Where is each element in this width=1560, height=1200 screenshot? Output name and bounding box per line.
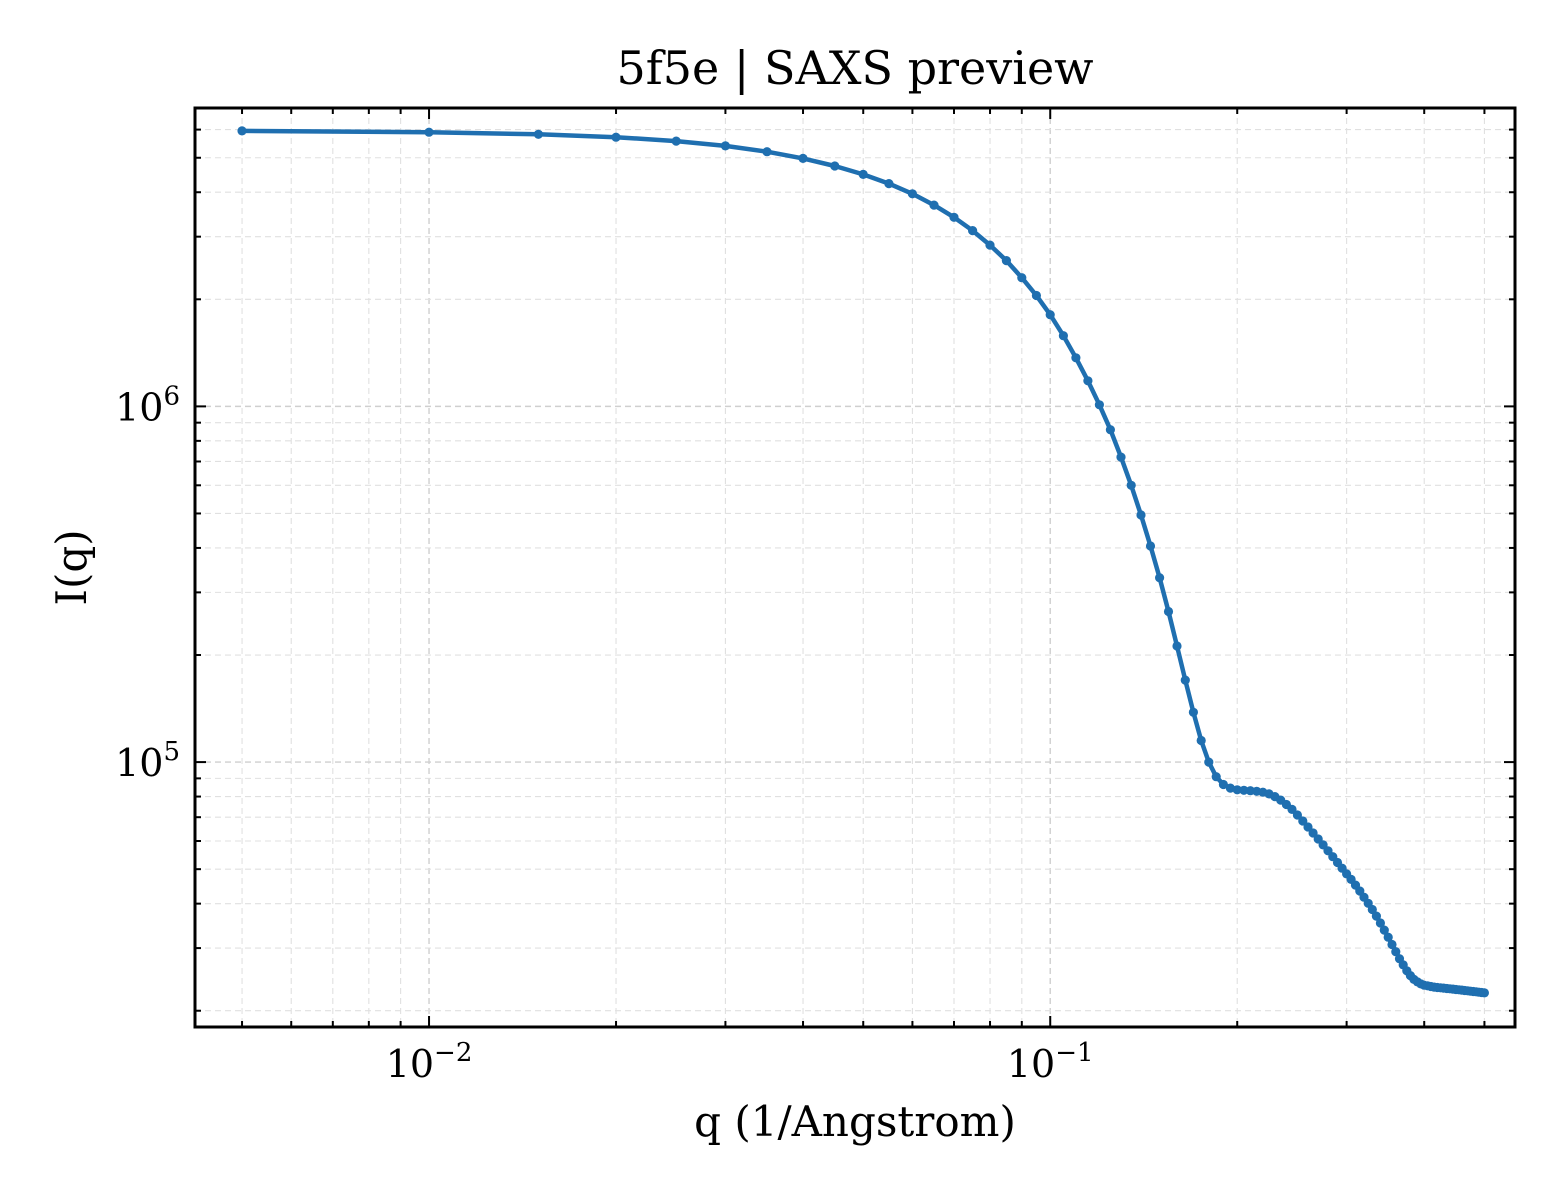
data-point (533, 129, 544, 139)
data-point (611, 132, 621, 142)
data-point (1155, 573, 1165, 583)
data-point (1001, 256, 1012, 266)
data-point (1163, 606, 1174, 617)
data-point (1094, 400, 1104, 410)
data-point (1371, 911, 1381, 921)
data-point (1211, 772, 1221, 782)
data-point (1083, 376, 1093, 386)
data-point (1105, 425, 1115, 435)
data-point (1308, 828, 1318, 838)
data-point (1218, 779, 1228, 790)
data-point (830, 161, 840, 171)
y-tick-label: 105 (115, 737, 180, 785)
data-point (1298, 816, 1308, 826)
data-point (1071, 353, 1081, 363)
y-axis-label: I(q) (47, 529, 96, 605)
data-point (1375, 918, 1385, 928)
chart-title: 5f5e | SAXS preview (616, 41, 1093, 95)
data-point (237, 126, 247, 136)
data-point (949, 212, 959, 222)
data-point (1172, 641, 1182, 651)
data-point (1379, 925, 1389, 935)
data-point (929, 200, 939, 210)
data-point (762, 147, 772, 157)
x-axis-label: q (1/Angstrom) (694, 1097, 1016, 1146)
data-point (858, 169, 868, 179)
data-point (671, 136, 681, 146)
data-point (968, 226, 978, 236)
data-point (1145, 541, 1156, 551)
data-point (1058, 331, 1068, 341)
data-point (1031, 290, 1041, 301)
data-point (1367, 904, 1377, 915)
plot-frame (193, 106, 1517, 1029)
data-point (1387, 939, 1397, 950)
data-point (1136, 510, 1146, 520)
data-point (1188, 707, 1198, 717)
grid-layer (195, 108, 1515, 1027)
data-point (1180, 675, 1190, 685)
data-point (1232, 785, 1242, 795)
data-point (1045, 310, 1055, 320)
x-tick-label: 10−1 (1007, 1038, 1094, 1086)
data-point (1391, 947, 1401, 957)
data-point (1126, 480, 1136, 490)
data-point (1479, 988, 1489, 998)
tick-layer: 10−2 10−1 105 106 (115, 108, 1515, 1086)
data-point (1017, 273, 1027, 283)
data-point (1196, 735, 1206, 746)
data-point (1383, 932, 1393, 942)
data-layer (237, 126, 1489, 998)
data-point (424, 127, 434, 137)
data-point (884, 179, 894, 189)
data-point (907, 189, 918, 199)
data-point (798, 153, 808, 163)
data-point (985, 240, 995, 250)
x-tick-label: 10−2 (386, 1038, 473, 1086)
data-point (1292, 810, 1302, 820)
y-tick-label: 106 (115, 381, 180, 429)
data-point (720, 141, 731, 151)
data-point (1239, 785, 1249, 795)
data-point (1116, 452, 1126, 462)
data-point (1204, 757, 1214, 767)
data-point (1303, 822, 1313, 832)
